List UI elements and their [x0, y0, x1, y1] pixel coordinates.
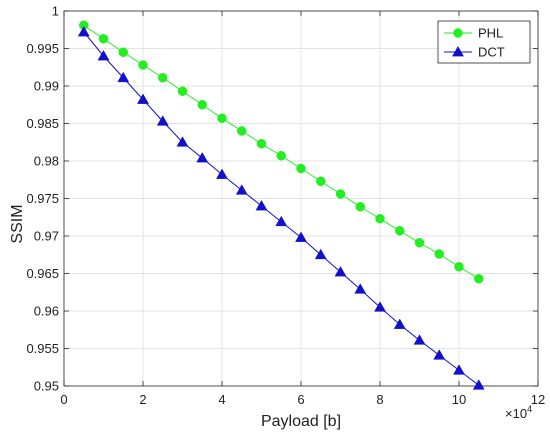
data-point-dct — [77, 25, 90, 37]
data-point-phl — [375, 214, 385, 224]
data-point-phl — [414, 238, 425, 248]
data-point-dct — [216, 168, 228, 179]
svg-text:×104: ×104 — [505, 404, 532, 421]
series-dct — [77, 25, 485, 390]
y-tick-label: 0.95 — [34, 379, 59, 394]
x-tick-label: 10 — [452, 392, 466, 407]
legend: PHL DCT — [437, 20, 531, 64]
data-series — [77, 20, 485, 390]
y-tick-label: 0.96 — [34, 304, 59, 319]
legend-entry-dct: DCT — [444, 45, 505, 60]
y-tick-label: 0.975 — [26, 191, 59, 206]
y-tick-label: 0.97 — [34, 229, 59, 244]
y-tick-label: 0.995 — [26, 41, 59, 56]
data-point-phl — [237, 126, 247, 136]
x-exponent-power: 4 — [527, 404, 532, 414]
data-point-dct — [235, 184, 248, 195]
data-point-dct — [472, 379, 485, 390]
legend-marker-phl — [453, 28, 463, 38]
legend-label-phl: PHL — [478, 26, 503, 41]
data-point-dct — [97, 49, 110, 61]
y-tick-label: 0.99 — [34, 79, 59, 94]
data-point-phl — [98, 34, 109, 44]
data-point-dct — [453, 364, 465, 375]
x-axis-exponent: ×104 — [505, 404, 532, 421]
data-point-dct — [433, 349, 446, 360]
data-point-dct — [334, 265, 347, 277]
data-point-dct — [393, 318, 406, 329]
data-point-phl — [138, 60, 148, 70]
axes: 0 2 4 6 8 10 12 0.95 0.955 0.96 0.965 0.97 0.975 0.98… — [26, 4, 545, 408]
data-point-phl — [434, 249, 444, 259]
data-point-phl — [197, 100, 207, 110]
data-point-dct — [176, 136, 189, 147]
y-tick-label: 0.955 — [26, 341, 59, 356]
data-point-dct — [374, 301, 386, 312]
x-tick-label: 0 — [60, 392, 67, 407]
data-point-dct — [314, 248, 327, 260]
data-point-dct — [137, 93, 149, 104]
data-point-phl — [276, 151, 286, 161]
data-point-phl — [335, 189, 346, 199]
data-point-phl — [474, 274, 484, 284]
x-tick-label: 8 — [376, 392, 383, 407]
data-point-dct — [275, 215, 288, 227]
y-tick-label: 0.985 — [26, 116, 59, 131]
data-point-phl — [316, 176, 326, 186]
data-point-dct — [413, 334, 426, 345]
data-point-dct — [354, 283, 367, 294]
legend-entry-phl: PHL — [444, 26, 503, 41]
x-tick-label: 4 — [218, 392, 225, 407]
x-tick-label: 12 — [531, 392, 545, 407]
data-point-dct — [156, 115, 169, 126]
y-axis-label: SSIM — [9, 204, 26, 243]
data-point-phl — [118, 47, 128, 57]
data-point-phl — [355, 202, 365, 212]
data-point-dct — [255, 199, 268, 211]
data-point-dct — [117, 71, 130, 83]
data-point-dct — [196, 151, 209, 163]
data-point-phl — [177, 86, 188, 96]
data-point-phl — [296, 163, 306, 174]
data-point-dct — [295, 231, 307, 242]
x-tick-label: 6 — [297, 392, 304, 407]
data-point-phl — [454, 262, 464, 272]
legend-label-dct: DCT — [478, 45, 505, 60]
series-phl — [79, 20, 484, 284]
y-tick-label: 0.965 — [26, 266, 59, 281]
y-tick-label: 0.98 — [34, 154, 59, 169]
y-tick-label: 1 — [52, 4, 59, 19]
grid-lines — [63, 10, 539, 387]
x-tick-label: 2 — [139, 392, 146, 407]
x-axis-label: Payload [b] — [261, 413, 341, 430]
data-point-phl — [158, 73, 168, 83]
data-point-phl — [217, 113, 227, 123]
data-point-phl — [395, 226, 405, 236]
legend-marker-dct — [452, 45, 464, 57]
data-point-phl — [256, 139, 267, 149]
x-exponent-base: ×10 — [505, 406, 527, 421]
